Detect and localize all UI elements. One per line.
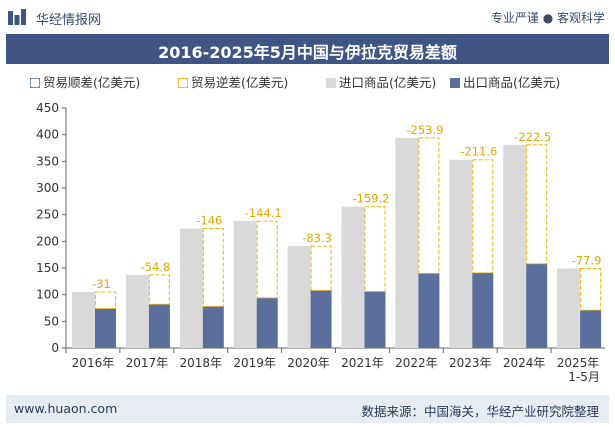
deficit-value-label: -159.2: [352, 192, 389, 206]
deficit-segment: [148, 274, 170, 305]
chart-title: 2016-2025年5月中国与伊拉克贸易差额: [158, 43, 457, 62]
x-tick-label: 1-5月: [568, 370, 600, 384]
export-bar: [364, 291, 386, 348]
x-tick-label: 2023年: [449, 356, 492, 370]
export-bar: [95, 308, 116, 348]
export-bar: [526, 263, 548, 348]
footer-source: 数据来源：中国海关，华经产业研究院整理: [361, 404, 599, 419]
deficit-value-label: -211.6: [460, 145, 497, 159]
deficit-value-label: -77.9: [572, 254, 602, 268]
tagline: 专业严谨 ● 客观科学: [490, 11, 605, 25]
x-tick-label: 2017年: [126, 356, 169, 370]
x-tick-label: 2021年: [341, 356, 384, 370]
import-bar: [341, 206, 365, 348]
legend-swatch-import: [326, 78, 336, 88]
legend-swatch-deficit: [178, 78, 188, 88]
x-tick-label: 2019年: [233, 356, 276, 370]
import-bar: [72, 292, 95, 348]
import-bar: [179, 228, 203, 348]
deficit-value-label: -253.9: [406, 123, 443, 137]
x-tick-label: 2016年: [72, 356, 115, 370]
title-bar: 2016-2025年5月中国与伊拉克贸易差额: [6, 34, 609, 64]
footer-bar: www.huaon.com 数据来源：中国海关，华经产业研究院整理: [6, 395, 609, 423]
export-bar: [418, 273, 440, 348]
x-tick-label: 2020年: [287, 356, 330, 370]
bar-chart: 0 50 100 150 200 250 300 350 400 450 -31 2016年 -54.8…: [36, 101, 605, 384]
export-bar: [310, 290, 332, 348]
import-bar: [125, 274, 149, 348]
legend-swatch-surplus: [30, 78, 40, 88]
y-tick-label: 250: [36, 208, 59, 222]
legend-item-import: 进口商品(亿美元): [326, 72, 436, 91]
deficit-value-label: -31: [92, 277, 111, 291]
x-tick-label: 2018年: [179, 356, 222, 370]
y-tick-label: 300: [36, 181, 59, 195]
legend-label-import: 进口商品(亿美元): [339, 75, 437, 90]
y-tick-label: 350: [36, 154, 59, 168]
export-bar: [256, 297, 278, 348]
export-bar: [472, 272, 494, 348]
export-bar: [580, 310, 602, 348]
deficit-segment: [580, 268, 602, 311]
deficit-segment: [418, 137, 440, 274]
legend-label-deficit: 贸易逆差(亿美元): [191, 75, 289, 90]
x-tick-label: 2024年: [503, 356, 546, 370]
export-bar: [202, 306, 224, 348]
y-tick-label: 100: [36, 288, 59, 302]
y-tick-label: 50: [44, 314, 59, 328]
deficit-value-label: -146: [196, 214, 222, 228]
x-tick-label: 2022年: [395, 356, 438, 370]
export-bar: [148, 304, 170, 348]
deficit-segment: [364, 206, 386, 292]
y-tick-label: 400: [36, 128, 59, 142]
top-header: 华经情报网 专业严谨 ● 客观科学: [0, 0, 615, 34]
import-bar: [449, 159, 473, 348]
deficit-segment: [256, 220, 278, 299]
deficit-value-label: -144.1: [245, 206, 282, 220]
deficit-segment: [472, 159, 494, 274]
brand-name: 华经情报网: [36, 13, 102, 28]
y-tick-label: 200: [36, 234, 59, 248]
legend-label-surplus: 贸易顺差(亿美元): [43, 75, 141, 90]
deficit-value-label: -83.3: [302, 231, 332, 245]
legend-item-export: 出口商品(亿美元): [450, 72, 560, 91]
footer-website: www.huaon.com: [14, 401, 118, 416]
y-tick-label: 450: [36, 101, 59, 115]
deficit-value-label: -222.5: [514, 130, 551, 144]
y-tick-label: 0: [51, 341, 59, 355]
legend-label-export: 出口商品(亿美元): [463, 75, 561, 90]
import-bar: [287, 246, 311, 348]
import-bar: [503, 144, 527, 348]
x-tick-label: 2025年: [557, 356, 600, 370]
deficit-segment: [202, 228, 224, 307]
chart-legend: 贸易顺差(亿美元) 贸易逆差(亿美元) 进口商品(亿美元) 出口商品(亿美元): [30, 72, 610, 92]
legend-item-deficit: 贸易逆差(亿美元): [178, 72, 288, 91]
import-bar: [395, 137, 419, 348]
import-bar: [557, 268, 581, 348]
legend-swatch-export: [450, 78, 460, 88]
deficit-segment: [95, 291, 116, 310]
import-bar: [233, 221, 257, 348]
deficit-value-label: -54.8: [141, 260, 171, 274]
huajing-logo-icon: [8, 9, 26, 25]
legend-item-surplus: 贸易顺差(亿美元): [30, 72, 140, 91]
y-tick-label: 150: [36, 261, 59, 275]
deficit-segment: [526, 144, 548, 265]
deficit-segment: [310, 245, 332, 291]
